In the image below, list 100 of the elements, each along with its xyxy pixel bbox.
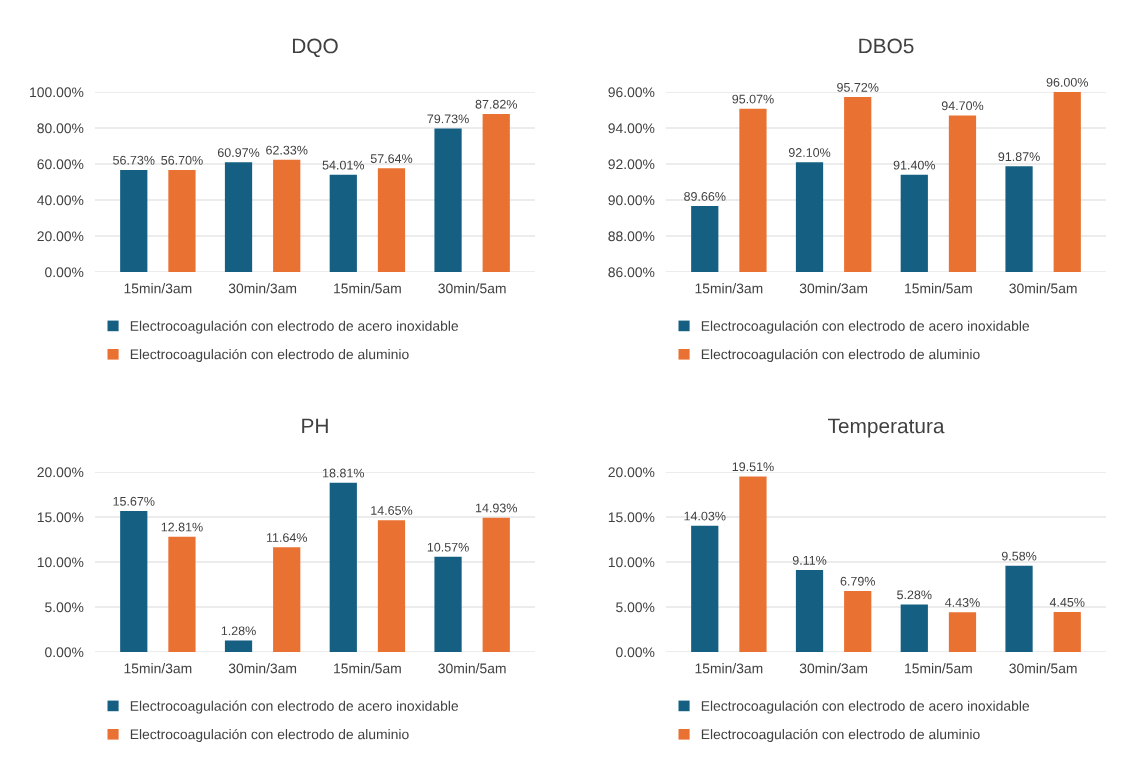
x-tick-label: 30min/3am [228, 283, 297, 294]
y-tick-label: 15.00% [608, 512, 655, 523]
y-tick-label: 10.00% [608, 557, 655, 568]
data-label: 4.45% [1049, 597, 1085, 607]
bar [1053, 611, 1081, 652]
y-tick-label: 40.00% [37, 195, 84, 206]
bar [168, 536, 196, 652]
y-tick-label: 92.00% [608, 159, 655, 170]
data-label: 96.00% [1046, 77, 1088, 87]
bar [224, 162, 253, 272]
y-tick-label: 60.00% [37, 159, 84, 170]
y-tick-label: 100.00% [30, 87, 84, 98]
y-tick-label: 10.00% [37, 557, 84, 568]
x-tick-label: 15min/5am [334, 283, 401, 294]
data-label: 56.73% [113, 155, 155, 165]
data-label: 91.40% [893, 160, 936, 170]
y-tick-label: 96.00% [608, 87, 655, 98]
chart-title: DQO [292, 38, 338, 58]
y-tick-label: 0.00% [45, 647, 84, 658]
data-label: 54.01% [322, 160, 365, 170]
data-label: 4.43% [945, 598, 980, 607]
x-tick-label: 15min/3am [695, 283, 763, 294]
data-label: 95.72% [837, 82, 879, 92]
y-tick-label: 5.00% [616, 602, 655, 613]
bar [168, 169, 196, 272]
legend-label: Electrocoagulación con electrodo de acero inoxidable [701, 320, 1030, 334]
legend-label: Electrocoagulación con electrodo de aluminio [701, 348, 980, 362]
legend-label: Electrocoagulación con electrodo de aluminio [130, 348, 409, 362]
y-tick-label: 94.00% [608, 123, 655, 134]
data-label: 57.64% [370, 154, 413, 163]
chart-title: PH [302, 418, 328, 434]
bar [434, 556, 462, 652]
legend-label: Electrocoagulación con electrodo de acero inoxidable [130, 320, 459, 334]
bar [224, 640, 253, 652]
data-label: 14.93% [475, 503, 517, 513]
bar [273, 159, 301, 272]
y-tick-label: 20.00% [37, 467, 84, 478]
bar [844, 590, 872, 652]
legend-label: Electrocoagulación con electrodo de acero inoxidable [701, 700, 1030, 714]
data-label: 60.97% [217, 148, 260, 158]
x-tick-label: 30min/5am [438, 663, 506, 674]
bar [739, 476, 767, 652]
data-label: 14.65% [371, 506, 413, 515]
data-label: 1.28% [221, 626, 256, 636]
bar [948, 612, 977, 652]
data-label: 89.66% [684, 192, 726, 201]
x-tick-label: 30min/5am [1009, 283, 1077, 294]
x-tick-label: 30min/3am [799, 283, 868, 294]
data-label: 6.79% [840, 576, 875, 586]
data-label: 9.58% [1001, 551, 1037, 561]
y-tick-label: 20.00% [608, 467, 655, 478]
x-tick-label: 30min/3am [228, 663, 297, 674]
x-tick-label: 15min/5am [905, 663, 972, 674]
x-tick-label: 30min/5am [438, 283, 506, 294]
x-tick-label: 15min/3am [124, 283, 192, 294]
data-label: 11.64% [266, 533, 308, 542]
x-tick-label: 15min/5am [905, 283, 972, 294]
y-tick-label: 20.00% [37, 231, 84, 242]
legend-label: Electrocoagulación con electrodo de aluminio [130, 728, 409, 742]
x-tick-label: 30min/5am [1009, 663, 1077, 674]
y-tick-label: 86.00% [608, 267, 655, 278]
chart-title: Temperatura [828, 418, 945, 438]
chart-title: DBO5 [859, 38, 914, 54]
data-label: 92.10% [788, 148, 831, 157]
bar [482, 517, 510, 652]
x-tick-label: 15min/3am [695, 663, 763, 674]
y-tick-label: 0.00% [45, 267, 84, 278]
data-label: 79.73% [427, 114, 469, 124]
data-label: 10.57% [427, 542, 469, 552]
data-label: 87.82% [475, 99, 517, 109]
bar [329, 482, 357, 652]
bar [329, 174, 357, 272]
bar [1005, 565, 1033, 652]
data-label: 56.70% [161, 155, 203, 165]
bar [434, 128, 462, 272]
legend-label: Electrocoagulación con electrodo de acero inoxidable [130, 700, 459, 714]
y-tick-label: 90.00% [608, 195, 655, 206]
data-label: 91.87% [998, 152, 1040, 162]
bar [273, 547, 301, 652]
data-label: 12.81% [161, 522, 203, 532]
x-tick-label: 15min/3am [124, 663, 192, 674]
x-tick-label: 30min/3am [799, 663, 868, 674]
data-label: 9.11% [792, 555, 827, 565]
bar [482, 113, 510, 272]
bar [120, 510, 148, 652]
y-tick-label: 15.00% [37, 512, 84, 523]
legend-label: Electrocoagulación con electrodo de aluminio [701, 728, 980, 742]
y-tick-label: 88.00% [608, 231, 655, 242]
data-label: 95.07% [732, 94, 774, 104]
bar [691, 525, 719, 652]
data-label: 15.67% [113, 496, 155, 506]
data-label: 5.28% [897, 590, 932, 600]
y-tick-label: 0.00% [616, 647, 655, 658]
x-tick-label: 15min/5am [334, 663, 401, 674]
bar [377, 168, 406, 272]
y-tick-label: 5.00% [45, 602, 84, 613]
bar [120, 169, 148, 272]
bar [795, 570, 824, 652]
bar [377, 520, 406, 652]
data-label: 94.70% [941, 101, 984, 111]
